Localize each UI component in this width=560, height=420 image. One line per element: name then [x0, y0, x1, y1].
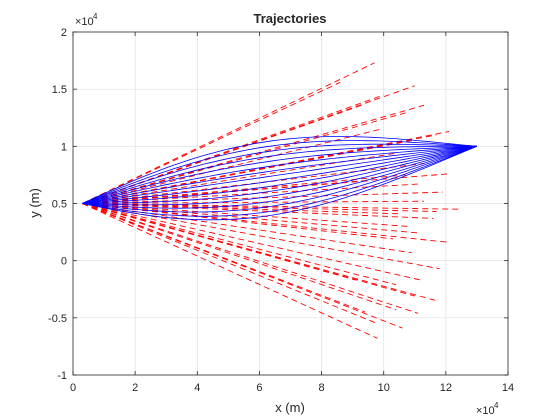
solid-trajectory	[82, 145, 478, 204]
solid-trajectory	[82, 145, 478, 217]
dashed-trajectory	[82, 203, 437, 212]
solid-trajectory	[82, 136, 477, 204]
dashed-trajectory	[82, 203, 422, 234]
y-exponent-power: 4	[93, 12, 98, 21]
solid-trajectory	[82, 145, 477, 204]
dashed-trajectory	[82, 85, 415, 204]
x-tick-label: 14	[502, 382, 514, 394]
dashed-trajectory	[82, 111, 409, 204]
x-tick-label: 0	[70, 382, 76, 394]
y-exponent: ×10 4	[75, 12, 98, 28]
solid-trajectory	[82, 143, 477, 204]
dashed-trajectory	[82, 183, 418, 204]
solid-trajectory	[82, 145, 477, 204]
solid-trajectory	[82, 145, 478, 221]
dashed-trajectory	[82, 203, 356, 281]
dashed-trajectory	[82, 203, 434, 219]
x-tick-label: 10	[378, 382, 390, 394]
x-tick-label: 2	[132, 382, 138, 394]
dashed-trajectory	[82, 81, 341, 204]
dashed-trajectory	[82, 203, 403, 329]
solid-trajectory	[82, 145, 477, 204]
y-axis-label: y (m)	[27, 188, 42, 218]
dashed-trajectory	[82, 62, 375, 204]
x-axis-label: x (m)	[275, 400, 305, 415]
x-tick-label: 8	[319, 382, 325, 394]
y-tick-label: 2	[61, 27, 67, 39]
x-exponent-power: 4	[494, 401, 499, 410]
dashed-trajectory	[82, 203, 419, 314]
dashed-trajectory	[82, 203, 366, 313]
chart-title: Trajectories	[254, 11, 327, 26]
series-layer	[82, 62, 478, 339]
dashed-trajectory	[82, 200, 425, 204]
x-exponent-base: ×10	[476, 405, 495, 417]
y-tick-label: 1	[61, 141, 67, 153]
solid-trajectory	[82, 145, 478, 209]
y-tick-label: 1.5	[52, 84, 67, 96]
dashed-trajectory	[82, 203, 459, 210]
x-tick-label: 12	[440, 382, 452, 394]
y-tick-label: 0.5	[52, 199, 67, 211]
x-exponent: ×10 4	[476, 401, 499, 417]
dashed-trajectory	[82, 203, 378, 325]
dashed-trajectory	[82, 203, 422, 281]
solid-trajectory	[82, 145, 477, 204]
solid-trajectory	[82, 145, 477, 204]
dashed-trajectory	[82, 203, 397, 286]
dashed-trajectory	[82, 174, 406, 204]
x-tick-label: 6	[256, 382, 262, 394]
dashed-trajectory	[82, 128, 381, 204]
dashed-trajectory	[82, 203, 378, 339]
solid-trajectory	[82, 145, 477, 204]
y-tick-label: 0	[61, 256, 67, 268]
solid-trajectory	[82, 145, 477, 204]
solid-trajectory	[82, 145, 478, 213]
y-tick-label: -1	[57, 370, 67, 382]
axis-ticks: 0 2 4 6 8 10 12 14 -1 -0.5 0 0.5 1 1.5 2	[48, 27, 514, 394]
solid-trajectory	[82, 140, 477, 204]
dashed-trajectory	[82, 203, 397, 311]
y-tick-label: -0.5	[48, 313, 67, 325]
solid-trajectory	[82, 145, 478, 206]
y-exponent-base: ×10	[75, 16, 94, 28]
x-tick-label: 4	[194, 382, 200, 394]
